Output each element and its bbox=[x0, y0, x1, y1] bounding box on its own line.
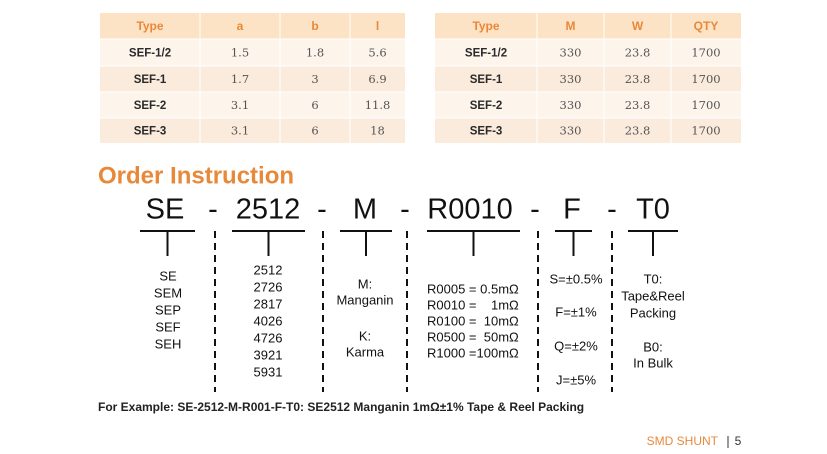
cell: 3 bbox=[311, 72, 318, 86]
header-cell: M bbox=[566, 19, 576, 33]
cell: SEF-1 bbox=[134, 74, 167, 86]
cell: 1700 bbox=[691, 72, 720, 86]
code-part: 2512 bbox=[236, 194, 301, 226]
header-cell: Type bbox=[136, 19, 163, 33]
cell: SEF-2 bbox=[470, 100, 503, 112]
code-part: SE bbox=[146, 194, 185, 226]
description: S=±0.5% bbox=[549, 271, 602, 286]
header-cell: W bbox=[632, 19, 644, 33]
cell: 23.8 bbox=[625, 98, 651, 112]
cell: 3.1 bbox=[231, 124, 249, 138]
cell: 6 bbox=[311, 124, 318, 138]
description: B0: bbox=[643, 339, 663, 354]
description: R0010 = 1mΩ bbox=[427, 297, 519, 312]
description: SEH bbox=[155, 336, 182, 351]
description: Tape&Reel bbox=[621, 288, 685, 303]
description: 4026 bbox=[254, 313, 283, 328]
description: SEP bbox=[155, 302, 181, 317]
description: T0: bbox=[644, 271, 663, 286]
code-part: M bbox=[353, 194, 377, 226]
table-row bbox=[100, 66, 405, 92]
description: 5931 bbox=[254, 364, 283, 379]
description: 3921 bbox=[254, 347, 283, 362]
table-header bbox=[100, 13, 405, 39]
table-row bbox=[435, 39, 741, 66]
footer-label: SMD SHUNT bbox=[647, 434, 719, 448]
cell: 1.5 bbox=[231, 46, 249, 60]
description: Packing bbox=[630, 305, 676, 320]
description: 2817 bbox=[254, 296, 283, 311]
code-part: R0010 bbox=[427, 194, 512, 226]
cell: 6.9 bbox=[368, 72, 386, 86]
cell: SEF-1/2 bbox=[465, 48, 507, 60]
cell: 3.1 bbox=[231, 98, 249, 112]
cell: SEF-2 bbox=[134, 100, 167, 112]
cell: 330 bbox=[560, 46, 582, 60]
description: 2726 bbox=[254, 279, 283, 294]
table-row bbox=[100, 92, 405, 118]
description: SE bbox=[159, 268, 177, 283]
code-part: - bbox=[607, 194, 617, 226]
description: R0100 = 10mΩ bbox=[427, 313, 519, 328]
description: J=±5% bbox=[556, 372, 596, 387]
description: Q=±2% bbox=[554, 338, 598, 353]
code-part: - bbox=[208, 194, 218, 226]
example: For Example: SE-2512-M-R001-F-T0: SE2512… bbox=[98, 400, 584, 414]
code-part: T0 bbox=[636, 194, 670, 226]
description: 4726 bbox=[254, 330, 283, 345]
cell: 1700 bbox=[691, 124, 720, 138]
cell: 18 bbox=[370, 124, 385, 138]
description: M: bbox=[358, 276, 372, 291]
description: SEF bbox=[155, 319, 180, 334]
header-cell: b bbox=[311, 19, 318, 33]
cell: 6 bbox=[311, 98, 318, 112]
cell: 330 bbox=[560, 124, 582, 138]
cell: SEF-1 bbox=[470, 74, 503, 86]
table-row bbox=[435, 92, 741, 118]
header-cell: l bbox=[376, 19, 379, 33]
cell: 1700 bbox=[691, 46, 720, 60]
code-part: - bbox=[530, 194, 540, 226]
cell: 330 bbox=[560, 72, 582, 86]
cell: 23.8 bbox=[625, 72, 651, 86]
code-part: - bbox=[400, 194, 410, 226]
cell: 11.8 bbox=[365, 98, 391, 112]
description: R0500 = 50mΩ bbox=[427, 329, 519, 344]
cell: 330 bbox=[560, 98, 582, 112]
description: F=±1% bbox=[555, 304, 597, 319]
cell: SEF-1/2 bbox=[129, 48, 171, 60]
cell: 1.7 bbox=[231, 72, 249, 86]
description: K: bbox=[359, 328, 371, 343]
cell: SEF-3 bbox=[470, 126, 503, 138]
header-cell: a bbox=[237, 19, 244, 33]
description: In Bulk bbox=[633, 355, 673, 370]
cell: 1.8 bbox=[306, 46, 324, 60]
description: Manganin bbox=[336, 292, 393, 307]
table-header bbox=[435, 13, 741, 39]
code-part: F bbox=[563, 194, 581, 226]
section-title: Order Instruction bbox=[98, 162, 294, 189]
cell: 23.8 bbox=[625, 124, 651, 138]
cell: 23.8 bbox=[625, 46, 651, 60]
table-row bbox=[100, 118, 405, 143]
table-row bbox=[100, 39, 405, 66]
code-part: - bbox=[317, 194, 327, 226]
cell: 1700 bbox=[691, 98, 720, 112]
cell: SEF-3 bbox=[134, 126, 167, 138]
cell: 5.6 bbox=[368, 46, 386, 60]
header-cell: QTY bbox=[694, 19, 719, 33]
header-cell: Type bbox=[472, 19, 499, 33]
description: R1000 =100mΩ bbox=[427, 345, 519, 360]
footer-page: 5 bbox=[735, 434, 742, 448]
description: 2512 bbox=[254, 262, 283, 277]
description: SEM bbox=[154, 285, 182, 300]
table-row bbox=[435, 66, 741, 92]
dividers bbox=[214, 231, 613, 392]
description: R0005 = 0.5mΩ bbox=[427, 281, 519, 296]
table-row bbox=[435, 118, 741, 143]
description: Karma bbox=[346, 344, 385, 359]
